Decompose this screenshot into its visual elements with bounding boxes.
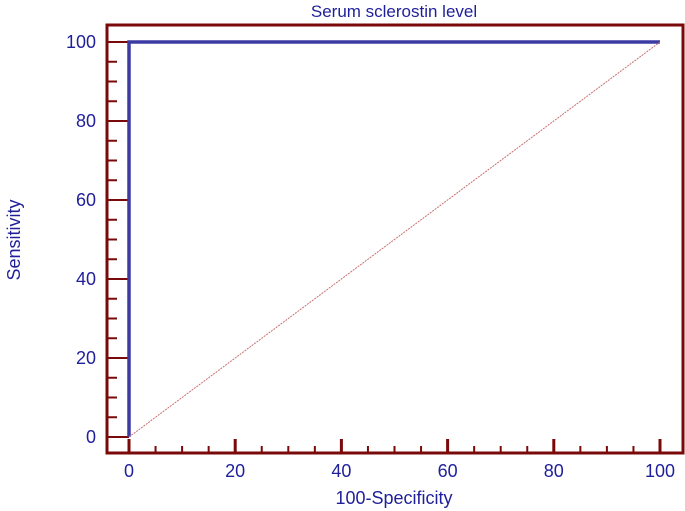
- x-tick-label: 100: [645, 461, 675, 481]
- reference-diagonal: [128, 41, 661, 438]
- chart-title: Serum sclerostin level: [311, 2, 477, 21]
- x-tick-label: 60: [438, 461, 458, 481]
- x-axis-label: 100-Specificity: [335, 488, 452, 508]
- x-tick-label: 20: [225, 461, 245, 481]
- x-tick-label: 0: [124, 461, 134, 481]
- y-tick-label: 60: [76, 190, 96, 210]
- x-tick-label: 80: [544, 461, 564, 481]
- y-tick-label: 40: [76, 269, 96, 289]
- y-tick-label: 80: [76, 111, 96, 131]
- y-axis-label: Sensitivity: [4, 199, 24, 280]
- roc-curve: [127, 40, 660, 437]
- x-tick-label: 40: [331, 461, 351, 481]
- y-tick-label: 0: [86, 427, 96, 447]
- y-tick-label: 20: [76, 348, 96, 368]
- y-tick-label: 100: [66, 32, 96, 52]
